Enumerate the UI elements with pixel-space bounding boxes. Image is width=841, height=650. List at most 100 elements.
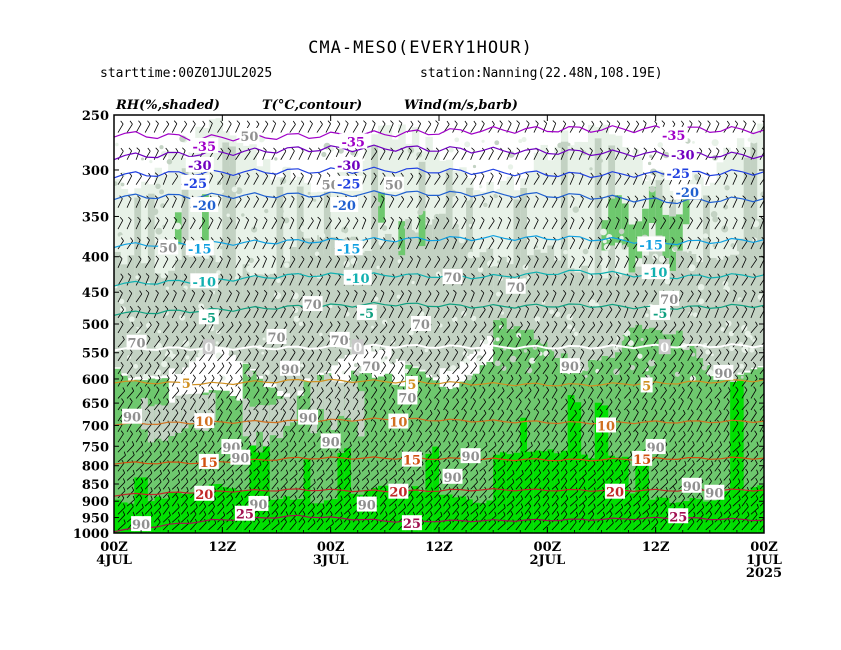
- wind-barb-flag: [267, 511, 270, 516]
- wind-barb-flag: [256, 374, 260, 379]
- wind-barb-flag: [177, 451, 180, 456]
- wind-barb-staff: [334, 220, 342, 230]
- wind-barb-staff: [171, 444, 179, 453]
- wind-barb-staff: [524, 240, 530, 250]
- wind-barb-flag: [236, 289, 240, 294]
- wind-barb-flag: [128, 195, 132, 199]
- wind-barb-staff: [524, 175, 529, 185]
- wind-barb-flag: [201, 386, 205, 390]
- wind-barb-staff: [515, 433, 522, 443]
- wind-barb-staff: [235, 498, 244, 507]
- wind-barb-staff: [298, 463, 306, 472]
- wind-barb-staff: [587, 276, 594, 286]
- temperature-contour-label-bg: [596, 417, 617, 433]
- y-tick-label: 650: [82, 397, 109, 412]
- wind-barb-flag: [265, 120, 269, 125]
- wind-barb-staff: [741, 423, 748, 433]
- wind-barb-flag: [256, 468, 260, 473]
- wind-barb-flag: [575, 495, 578, 500]
- wind-barb-flag: [746, 450, 750, 455]
- wind-barb-staff: [343, 220, 350, 230]
- wind-barb-flag: [284, 386, 288, 391]
- wind-barb-flag: [264, 408, 268, 413]
- wind-barb-flag: [456, 398, 459, 403]
- wind-barb-flag: [402, 440, 406, 445]
- wind-barb-staff: [651, 464, 659, 472]
- wind-barb-flag: [312, 430, 315, 435]
- wind-barb-staff: [307, 258, 314, 269]
- wind-barb-staff: [307, 514, 315, 523]
- wind-barb-staff: [271, 444, 279, 453]
- wind-barb-flag: [382, 335, 386, 339]
- wind-barb-staff: [488, 292, 494, 303]
- wind-barb-staff: [488, 198, 494, 208]
- wind-barb-staff: [660, 377, 667, 387]
- wind-barb-flag: [186, 486, 189, 491]
- wind-barb-flag: [149, 420, 152, 425]
- wind-barb-flag: [320, 362, 324, 367]
- wind-barb-staff: [190, 259, 197, 269]
- wind-barb-staff: [162, 338, 169, 348]
- wind-barb-staff: [325, 259, 332, 269]
- wind-barb-flag: [155, 289, 159, 294]
- wind-barb-flag: [193, 335, 197, 340]
- wind-barb-flag: [158, 503, 162, 508]
- wind-barb-flag: [391, 348, 395, 353]
- wind-barb-flag: [159, 478, 162, 483]
- wind-barb-staff: [633, 472, 641, 481]
- wind-barb-staff: [388, 365, 396, 375]
- wind-barb-flag: [745, 494, 749, 499]
- wind-barb-staff: [578, 423, 586, 433]
- wind-barb-staff: [289, 423, 297, 433]
- wind-barb-flag: [317, 289, 321, 294]
- wind-barb-flag: [139, 374, 143, 379]
- wind-barb-staff: [361, 434, 369, 443]
- wind-barb-staff: [425, 276, 431, 286]
- wind-barb-flag: [554, 349, 558, 353]
- wind-barb-flag: [654, 409, 658, 414]
- wind-barb-staff: [741, 522, 749, 531]
- wind-barb-flag: [624, 216, 629, 221]
- wind-barb-flag: [572, 120, 576, 125]
- wind-barb-staff: [135, 365, 143, 375]
- wind-barb-flag: [454, 255, 458, 260]
- wind-barb-flag: [275, 494, 279, 499]
- wind-barb-flag: [231, 469, 235, 474]
- wind-barb-staff: [533, 401, 541, 411]
- wind-barb-staff: [560, 389, 568, 399]
- rh-contour-label: 90: [123, 411, 141, 426]
- temperature-contour-label: 15: [403, 454, 421, 469]
- wind-barb-staff: [443, 490, 452, 499]
- wind-barb-staff: [488, 522, 496, 531]
- wind-barb-staff: [587, 498, 596, 507]
- wind-barb-flag: [648, 503, 651, 508]
- wind-barb-flag: [664, 409, 668, 414]
- wind-barb-flag: [661, 120, 665, 124]
- wind-barb-staff: [334, 401, 341, 411]
- wind-barb-flag: [185, 502, 188, 507]
- wind-barb-flag: [619, 440, 622, 445]
- wind-barb-flag: [575, 503, 578, 508]
- x-tick-label: 2JUL: [529, 553, 565, 568]
- wind-barb-flag: [210, 409, 214, 413]
- wind-barb-staff: [488, 473, 497, 481]
- wind-barb-flag: [165, 409, 169, 413]
- wind-barb-staff: [461, 124, 468, 133]
- wind-barb-staff: [289, 444, 297, 453]
- wind-barb-staff: [361, 522, 370, 531]
- wind-barb-flag: [384, 440, 387, 445]
- wind-barb-flag: [483, 409, 487, 414]
- wind-barb-staff: [425, 434, 432, 443]
- wind-barb-staff: [750, 292, 756, 303]
- wind-barb-flag: [436, 289, 440, 294]
- wind-barb-flag: [238, 321, 242, 325]
- wind-barb-staff: [352, 220, 359, 230]
- wind-barb-staff: [605, 463, 613, 472]
- wind-barb-staff: [741, 219, 747, 230]
- rh-contour-label: 70: [443, 271, 461, 286]
- wind-barb-flag: [310, 255, 314, 260]
- wind-barb-flag: [120, 430, 124, 435]
- wind-barb-staff: [560, 239, 566, 250]
- wind-barb-staff: [669, 498, 677, 507]
- wind-barb-flag: [222, 469, 225, 474]
